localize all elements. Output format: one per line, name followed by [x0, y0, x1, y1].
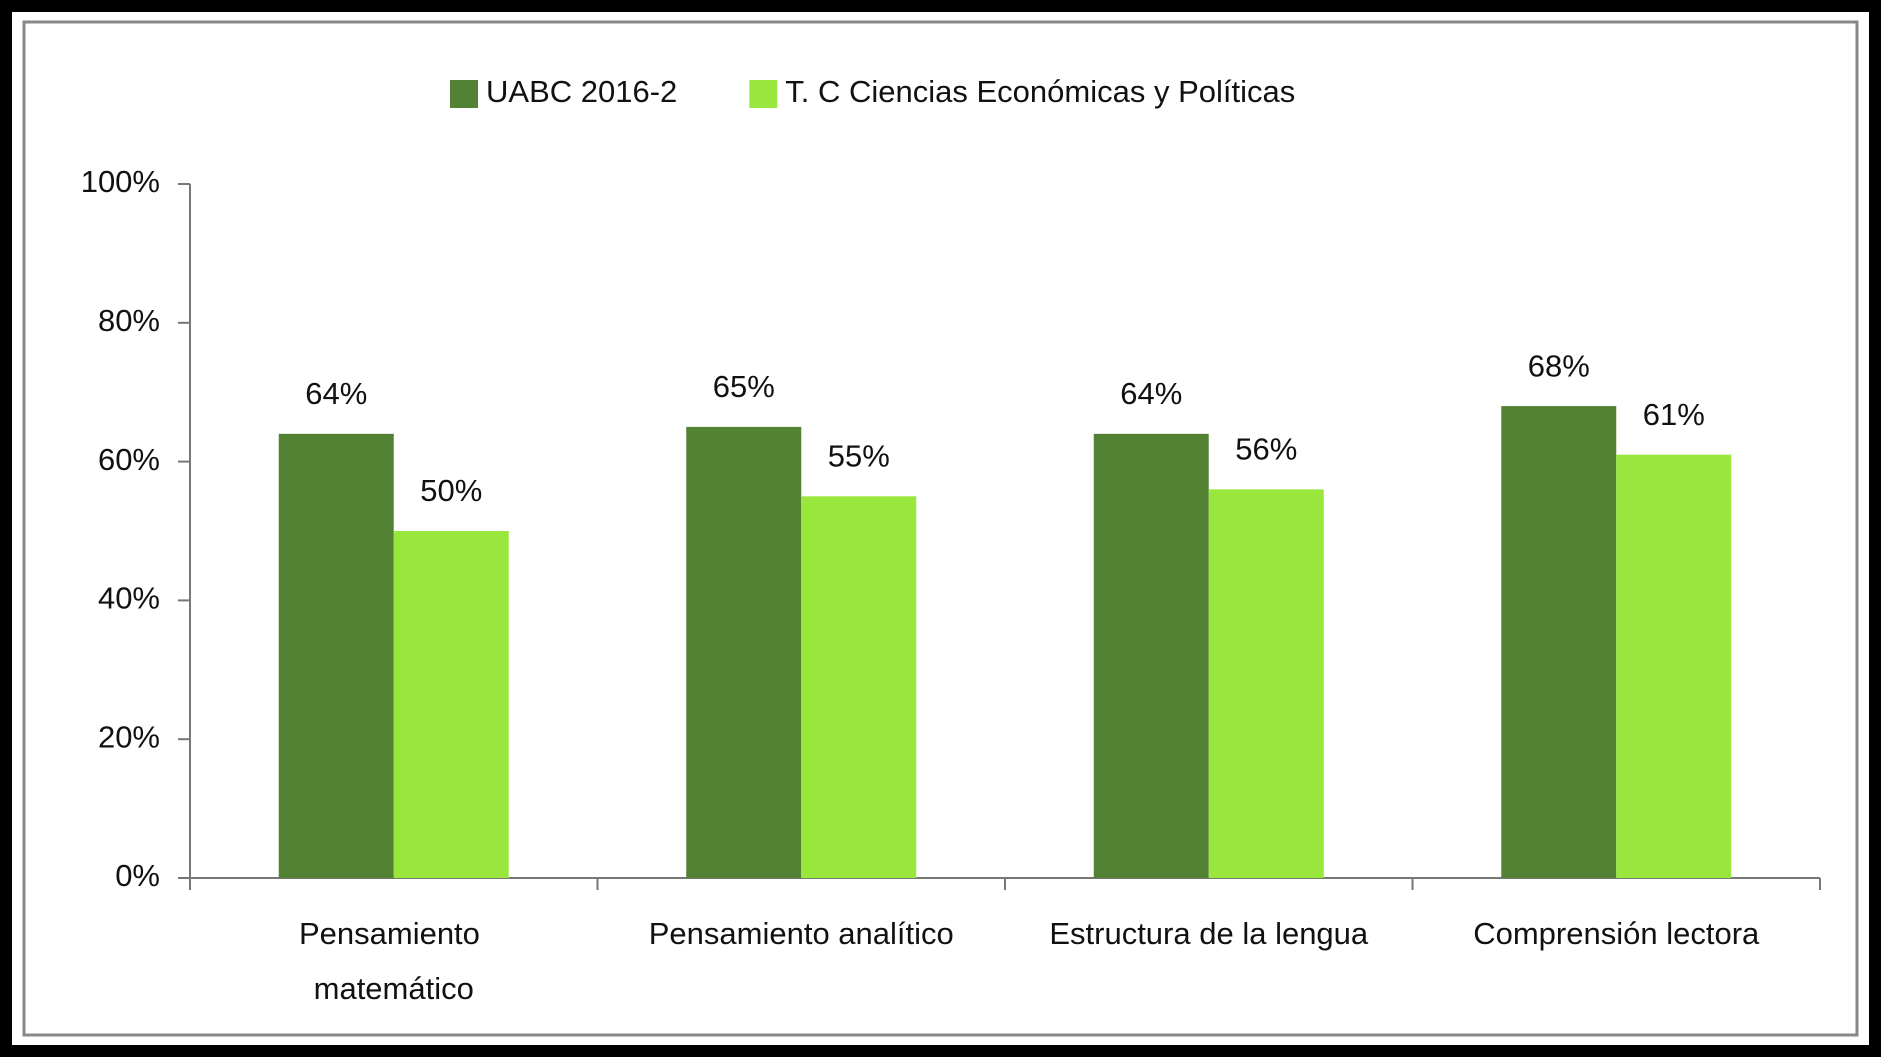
value-label: 50% — [420, 473, 482, 508]
y-tick-label: 40% — [98, 581, 160, 616]
bar — [1208, 489, 1324, 878]
value-label: 64% — [1120, 376, 1182, 411]
value-label: 55% — [828, 438, 890, 473]
bar — [1616, 454, 1732, 878]
y-tick-label: 100% — [81, 164, 160, 199]
y-tick-label: 0% — [115, 858, 160, 893]
value-label: 64% — [305, 376, 367, 411]
bar — [278, 433, 394, 878]
value-label: 65% — [713, 369, 775, 404]
legend-label: T. C Ciencias Económicas y Políticas — [785, 74, 1295, 109]
value-label: 56% — [1235, 432, 1297, 467]
bar — [393, 531, 509, 878]
bar — [1501, 406, 1617, 878]
value-label: 68% — [1528, 348, 1590, 383]
x-tick-label: Comprensión lectora — [1473, 916, 1760, 951]
x-tick-label: Estructura de la lengua — [1049, 916, 1369, 951]
legend-swatch — [450, 80, 478, 108]
legend-label: UABC 2016-2 — [486, 74, 677, 109]
y-tick-label: 20% — [98, 719, 160, 754]
y-tick-label: 60% — [98, 442, 160, 477]
bar — [1093, 433, 1209, 878]
bar — [686, 426, 802, 878]
y-tick-label: 80% — [98, 303, 160, 338]
x-tick-label: Pensamiento analítico — [649, 916, 954, 951]
bar — [801, 496, 917, 878]
x-tick-label: Pensamiento matemático — [299, 916, 489, 1006]
value-label: 61% — [1643, 397, 1705, 432]
legend-swatch — [749, 80, 778, 108]
